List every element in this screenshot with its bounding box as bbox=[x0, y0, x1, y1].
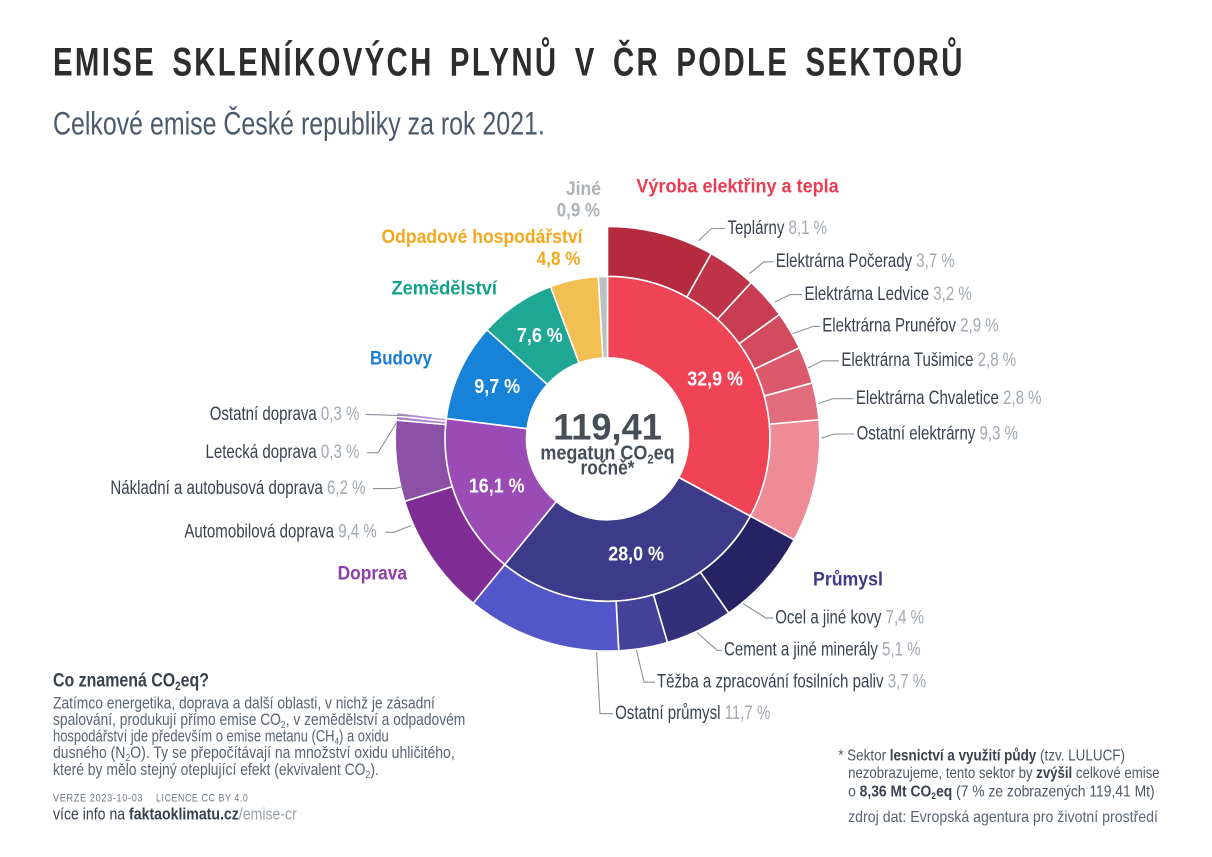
svg-text:32,9 %: 32,9 % bbox=[687, 368, 743, 390]
svg-text:zdroj dat: Evropská agentura p: zdroj dat: Evropská agentura pro životní… bbox=[848, 810, 1159, 827]
svg-text:Elektrárna Ledvice 3,2 %: Elektrárna Ledvice 3,2 % bbox=[805, 282, 972, 304]
svg-text:hospodářství jde především o e: hospodářství jde především o emise metan… bbox=[53, 728, 389, 747]
svg-text:4,8 %: 4,8 % bbox=[537, 247, 581, 269]
svg-text:28,0 %: 28,0 % bbox=[608, 544, 664, 566]
svg-text:Teplárny 8,1 %: Teplárny 8,1 % bbox=[728, 216, 828, 238]
svg-text:EMISE SKLENÍKOVÝCH PLYNŮ V ČR: EMISE SKLENÍKOVÝCH PLYNŮ V ČR PODLE SEKT… bbox=[53, 35, 965, 84]
svg-text:119,41: 119,41 bbox=[553, 406, 662, 447]
svg-text:Automobilová doprava 9,4 %: Automobilová doprava 9,4 % bbox=[184, 519, 376, 541]
svg-text:Zatímco energetika, doprava a: Zatímco energetika, doprava a další obla… bbox=[53, 694, 436, 712]
svg-text:9,7 %: 9,7 % bbox=[474, 376, 520, 398]
svg-text:Odpadové hospodářství: Odpadové hospodářství bbox=[381, 225, 583, 247]
svg-text:Těžba a zpracování fosilních p: Těžba a zpracování fosilních paliv 3,7 % bbox=[657, 670, 926, 692]
svg-text:Ostatní elektrárny 9,3 %: Ostatní elektrárny 9,3 % bbox=[857, 421, 1018, 443]
svg-text:Cement a jiné minerály 5,1 %: Cement a jiné minerály 5,1 % bbox=[724, 638, 921, 660]
svg-text:LICENCE CC BY 4.0: LICENCE CC BY 4.0 bbox=[156, 793, 248, 805]
svg-text:megatun CO2eq: megatun CO2eq bbox=[540, 442, 674, 467]
svg-text:Elektrárna Chvaletice 2,8 %: Elektrárna Chvaletice 2,8 % bbox=[856, 386, 1042, 408]
svg-text:Nákladní a autobusová doprava: Nákladní a autobusová doprava 6,2 % bbox=[110, 476, 365, 498]
svg-text:* Sektor lesnictví a využití p: * Sektor lesnictví a využití půdy (tzv. … bbox=[838, 748, 1125, 765]
svg-text:Letecká doprava 0,3 %: Letecká doprava 0,3 % bbox=[206, 440, 360, 462]
svg-text:ročně*: ročně* bbox=[580, 457, 635, 480]
svg-text:16,1 %: 16,1 % bbox=[469, 475, 525, 497]
svg-text:Co znamená CO2eq?: Co znamená CO2eq? bbox=[53, 669, 209, 693]
svg-text:Doprava: Doprava bbox=[338, 562, 408, 584]
svg-text:Jiné: Jiné bbox=[566, 177, 601, 199]
svg-text:spalování, produkují přímo emi: spalování, produkují přímo emise CO2, v … bbox=[53, 711, 465, 730]
svg-text:Ostatní doprava 0,3 %: Ostatní doprava 0,3 % bbox=[210, 402, 360, 424]
svg-text:Ocel a jiné kovy 7,4 %: Ocel a jiné kovy 7,4 % bbox=[775, 606, 924, 628]
svg-text:0,9 %: 0,9 % bbox=[557, 198, 600, 220]
svg-text:které by mělo stejný oteplujíc: které by mělo stejný oteplující efekt (e… bbox=[53, 761, 379, 781]
svg-text:Budovy: Budovy bbox=[370, 347, 433, 369]
svg-text:Ostatní průmysl 11,7 %: Ostatní průmysl 11,7 % bbox=[615, 701, 770, 723]
svg-text:VERZE 2023-10-03: VERZE 2023-10-03 bbox=[53, 793, 143, 805]
svg-text:nezobrazujeme, tento sektor by: nezobrazujeme, tento sektor by zvýšil ce… bbox=[848, 765, 1160, 782]
svg-text:Celkové emise České republiky: Celkové emise České republiky za rok 202… bbox=[53, 104, 545, 142]
svg-text:více info na faktaoklimatu.cz/: více info na faktaoklimatu.cz/emise-cr bbox=[53, 805, 297, 823]
svg-text:dusného (N2O). Ty se přepočítá: dusného (N2O). Ty se přepočítávají na mn… bbox=[53, 744, 455, 764]
svg-text:Zemědělství: Zemědělství bbox=[392, 278, 498, 300]
svg-text:Průmysl: Průmysl bbox=[813, 568, 883, 590]
svg-text:Elektrárna Počerady 3,7 %: Elektrárna Počerady 3,7 % bbox=[776, 249, 955, 271]
svg-text:7,6 %: 7,6 % bbox=[517, 325, 563, 347]
svg-text:Elektrárna Prunéřov 2,9 %: Elektrárna Prunéřov 2,9 % bbox=[822, 314, 998, 336]
svg-text:Výroba elektřiny a tepla: Výroba elektřiny a tepla bbox=[636, 175, 839, 197]
svg-text:Elektrárna Tušimice 2,8 %: Elektrárna Tušimice 2,8 % bbox=[841, 348, 1016, 370]
svg-text:o 8,36 Mt CO2eq (7 % ze zobraz: o 8,36 Mt CO2eq (7 % ze zobrazených 119,… bbox=[848, 784, 1154, 802]
